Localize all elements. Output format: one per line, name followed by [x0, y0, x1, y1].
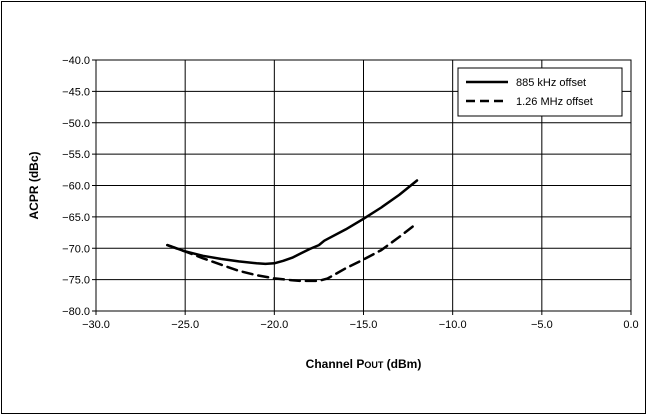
y-tick-label: −60.0	[62, 181, 90, 193]
y-tick-label: −80.0	[62, 306, 90, 318]
x-tick-label: 0.0	[623, 319, 638, 331]
x-tick-label: −30.0	[82, 319, 110, 331]
x-tick-label: −15.0	[350, 319, 378, 331]
y-tick-label: −75.0	[62, 275, 90, 287]
legend-box	[457, 67, 623, 117]
y-tick-label: −65.0	[62, 212, 90, 224]
legend-label-1-26mhz: 1.26 MHz offset	[516, 96, 593, 108]
legend: 885 kHz offset 1.26 MHz offset	[457, 67, 623, 117]
y-tick-label: −50.0	[62, 118, 90, 130]
y-axis-ticks: −40.0 −45.0 −50.0 −55.0 −60.0 −65.0 −70.0 −75.0…	[62, 55, 96, 318]
y-tick-label: −40.0	[62, 55, 90, 67]
x-tick-label: −25.0	[171, 319, 199, 331]
y-tick-label: −55.0	[62, 149, 90, 161]
x-axis-label: Channel POUT (dBm)	[306, 357, 422, 371]
series-line-0	[166, 179, 419, 266]
x-tick-label: −20.0	[260, 319, 288, 331]
y-axis-label: ACPR (dBc)	[27, 151, 41, 219]
series-line-1	[166, 221, 419, 283]
series-layer	[166, 179, 419, 283]
x-tick-label: −10.0	[439, 319, 467, 331]
legend-label-885khz: 885 kHz offset	[516, 77, 586, 89]
y-tick-label: −45.0	[62, 86, 90, 98]
y-tick-label: −70.0	[62, 243, 90, 255]
x-tick-label: −5.0	[531, 319, 553, 331]
x-axis-ticks: −30.0 −25.0 −20.0 −15.0 −10.0 −5.0 0.0	[82, 311, 639, 331]
